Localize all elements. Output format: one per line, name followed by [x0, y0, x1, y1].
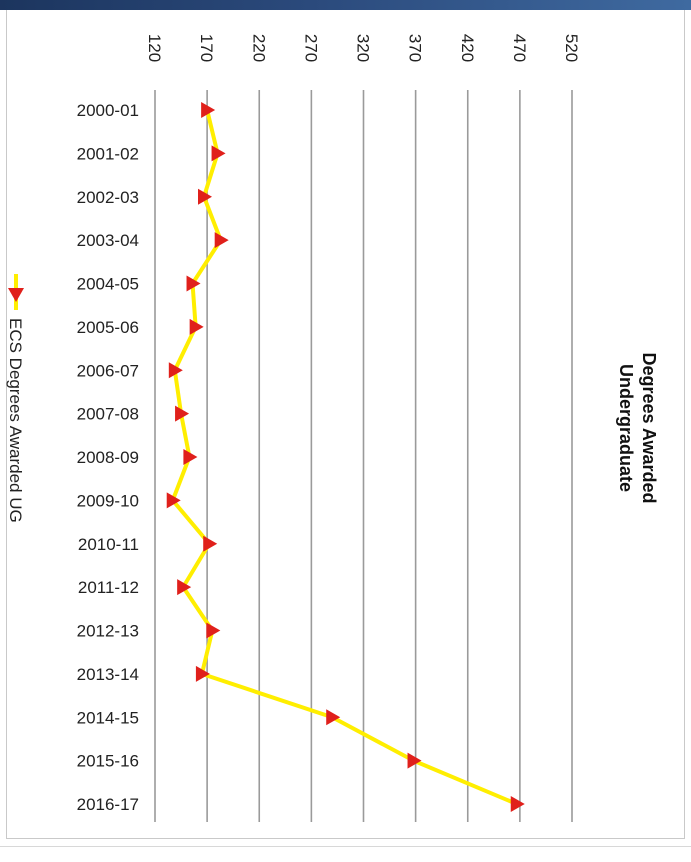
value-tick-label: 120 — [145, 34, 164, 62]
data-point — [186, 275, 201, 292]
legend-marker-swatch — [8, 288, 24, 302]
data-point — [168, 362, 183, 379]
grid-lines — [154, 90, 573, 822]
value-tick-label: 420 — [458, 34, 477, 62]
category-labels: 2000-01 2001-02 2002-03 2003-04 2004-05 2005-… — [77, 101, 139, 814]
chart-title-line-1: Degrees Awarded — [639, 352, 659, 503]
category-label: 2007-08 — [77, 405, 139, 424]
value-tick-label: 170 — [197, 34, 216, 62]
category-label: 2006-07 — [77, 361, 139, 380]
data-point — [166, 492, 181, 509]
category-label: 2010-11 — [78, 535, 139, 554]
value-tick-label: 220 — [249, 34, 268, 62]
category-label: 2001-02 — [77, 144, 139, 163]
data-point — [206, 622, 221, 639]
value-tick-label: 520 — [562, 34, 581, 62]
value-tick-label: 320 — [354, 34, 373, 62]
bottom-strip — [0, 846, 691, 862]
data-point — [195, 665, 210, 682]
data-point — [183, 449, 198, 465]
chart-title-line-2: Undergraduate — [616, 364, 636, 492]
category-label: 2015-16 — [77, 752, 139, 771]
value-tick-label: 270 — [301, 34, 320, 62]
data-point — [510, 796, 525, 812]
category-label: 2016-17 — [77, 795, 139, 814]
category-label: 2012-13 — [77, 622, 139, 641]
data-point — [326, 709, 341, 726]
category-label: 2014-15 — [77, 708, 139, 727]
value-tick-labels: 120 170 220 270 320 370 420 470 520 — [145, 34, 581, 62]
data-point — [407, 752, 422, 769]
window-top-bar — [0, 0, 691, 10]
category-label: 2013-14 — [77, 665, 139, 684]
data-point — [203, 535, 218, 552]
category-label: 2004-05 — [77, 275, 139, 294]
category-label: 2000-01 — [77, 101, 139, 120]
data-point — [201, 102, 216, 118]
chart-title: Degrees Awarded Undergraduate — [616, 352, 659, 503]
data-point — [211, 145, 226, 162]
category-label: 2008-09 — [77, 448, 139, 467]
data-point — [189, 318, 204, 335]
category-label: 2003-04 — [77, 231, 139, 250]
legend-label: ECS Degrees Awarded UG — [6, 318, 25, 523]
category-label: 2005-06 — [77, 318, 139, 337]
legend: ECS Degrees Awarded UG — [6, 274, 25, 523]
value-tick-label: 470 — [510, 34, 529, 62]
data-point — [197, 188, 212, 205]
value-tick-label: 370 — [406, 34, 425, 62]
category-label: 2002-03 — [77, 188, 139, 207]
data-point — [177, 579, 192, 596]
category-label: 2011-12 — [78, 578, 139, 597]
series-line — [170, 109, 518, 806]
data-point — [175, 405, 190, 422]
category-label: 2009-10 — [77, 491, 139, 510]
data-point — [214, 232, 229, 249]
series-ecs-degrees — [166, 102, 525, 812]
